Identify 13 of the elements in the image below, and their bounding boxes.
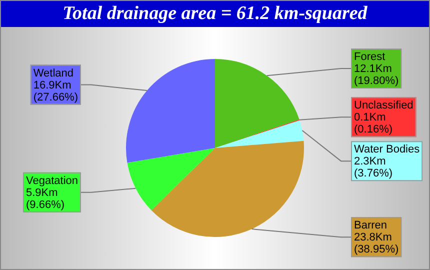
slice-label: Unclassified xyxy=(354,100,414,112)
data-label: 23.8Km (38.95%) xyxy=(354,232,399,256)
slice-label: Forest xyxy=(354,50,386,63)
slice-label: Wetland xyxy=(33,67,74,80)
data-label: 12.1Km (19.80%) xyxy=(354,62,399,87)
chart-title: Total drainage area = 61.2 km-squared xyxy=(1,1,429,27)
data-label: 0.1Km (0.16%) xyxy=(354,112,393,136)
data-label: 16.9Km (27.66%) xyxy=(33,79,78,104)
data-label: 2.3Km (3.76%) xyxy=(354,156,393,180)
slice-label: Vegatation xyxy=(26,174,78,187)
slice-label: Water Bodies xyxy=(354,144,420,156)
data-label: 5.9Km (9.66%) xyxy=(26,186,65,211)
slice-label: Barren xyxy=(354,220,388,232)
